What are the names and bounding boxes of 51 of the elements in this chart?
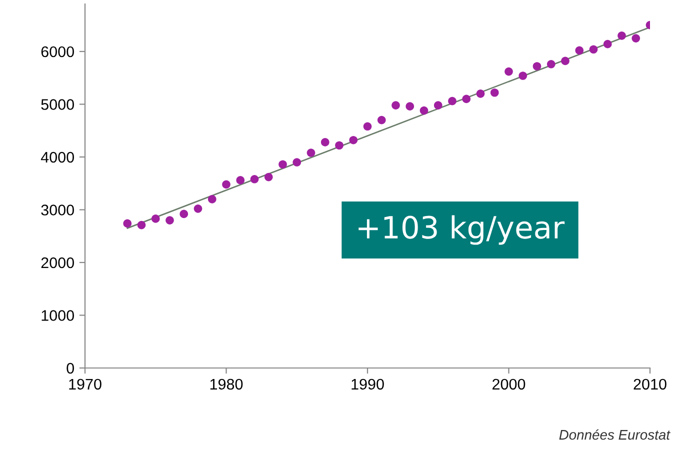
point bbox=[476, 90, 485, 98]
point bbox=[306, 148, 316, 157]
x-tick-label: 1980 bbox=[210, 378, 243, 390]
x-tick-label: 1990 bbox=[352, 378, 384, 390]
point bbox=[278, 160, 287, 169]
point bbox=[320, 138, 330, 146]
y-tick-label: 6000 bbox=[41, 46, 74, 58]
y-tick-label: 5000 bbox=[41, 99, 74, 110]
point bbox=[532, 62, 542, 70]
annotation: +103 kg/year bbox=[358, 215, 565, 245]
point bbox=[462, 94, 471, 104]
point bbox=[518, 72, 528, 80]
point bbox=[236, 176, 245, 184]
point bbox=[603, 40, 612, 48]
point bbox=[632, 34, 640, 42]
point bbox=[406, 102, 414, 111]
point bbox=[504, 67, 513, 76]
point bbox=[264, 172, 273, 182]
text: Données Eurostat bbox=[559, 429, 670, 440]
y-tick-label: 4000 bbox=[40, 152, 74, 163]
x-tick-label: 2010 bbox=[634, 378, 666, 390]
point bbox=[292, 158, 302, 166]
point bbox=[180, 210, 188, 218]
y-tick-label: 0 bbox=[66, 362, 74, 374]
point bbox=[561, 56, 570, 66]
y-tick-label: 1000 bbox=[42, 310, 74, 321]
point bbox=[618, 31, 626, 40]
point bbox=[363, 122, 372, 131]
y-tick-label: 2000 bbox=[41, 257, 74, 268]
point bbox=[123, 219, 132, 228]
point bbox=[434, 101, 442, 110]
point bbox=[250, 174, 259, 184]
point bbox=[166, 216, 174, 224]
point bbox=[151, 214, 160, 223]
point bbox=[377, 116, 386, 124]
point bbox=[546, 60, 556, 68]
x-tick-label: 2000 bbox=[492, 378, 526, 390]
y-tick-label: 3000 bbox=[41, 204, 74, 216]
point bbox=[448, 96, 456, 106]
point bbox=[420, 106, 428, 115]
point bbox=[392, 101, 400, 110]
point bbox=[490, 88, 499, 97]
point bbox=[349, 136, 358, 144]
x-tick-label: 1970 bbox=[69, 378, 102, 390]
point bbox=[575, 46, 584, 55]
point bbox=[589, 45, 598, 54]
point bbox=[137, 220, 146, 230]
point bbox=[208, 195, 216, 204]
point bbox=[335, 141, 344, 150]
point bbox=[222, 180, 230, 189]
point bbox=[194, 204, 202, 213]
